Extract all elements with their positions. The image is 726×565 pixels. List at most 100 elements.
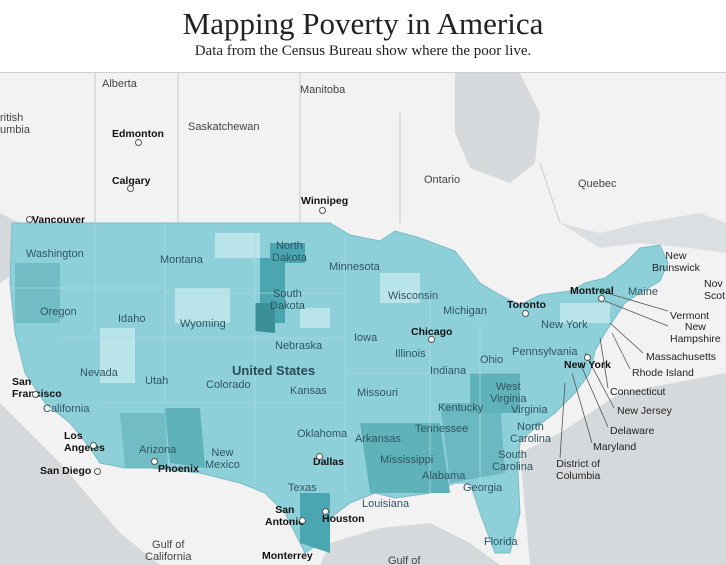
label-gulf-mexico: Gulf of bbox=[388, 555, 421, 565]
state-kentucky: Kentucky bbox=[438, 402, 484, 414]
state-south-dakota: South Dakota bbox=[270, 288, 305, 312]
state-colorado: Colorado bbox=[206, 379, 251, 391]
label-alberta: Alberta bbox=[102, 78, 137, 90]
dot-vancouver bbox=[26, 216, 33, 223]
state-oregon: Oregon bbox=[40, 306, 77, 318]
state-new-mexico: New Mexico bbox=[205, 447, 240, 471]
state-nebraska: Nebraska bbox=[275, 340, 323, 352]
label-ontario: Ontario bbox=[424, 174, 461, 186]
hudson-bay bbox=[455, 73, 540, 183]
state-missouri: Missouri bbox=[357, 387, 398, 399]
city-san-diego: San Diego bbox=[40, 465, 92, 477]
callout-vermont: Vermont bbox=[670, 310, 710, 322]
state-tennessee: Tennessee bbox=[415, 423, 469, 435]
city-winnipeg: Winnipeg bbox=[301, 195, 349, 207]
dot-san-francisco bbox=[32, 391, 39, 398]
state-california: California bbox=[43, 403, 90, 415]
state-georgia: Georgia bbox=[463, 482, 503, 494]
state-west-virginia: West Virginia bbox=[490, 381, 527, 405]
map-canvas[interactable] bbox=[0, 73, 726, 565]
label-united-states: United States bbox=[232, 363, 316, 378]
city-los-angeles: Los Angeles bbox=[64, 430, 105, 454]
callout-new-hampshire: New Hampshire bbox=[670, 321, 721, 345]
dot-new-york bbox=[584, 354, 591, 361]
label-gulf-california: Gulf of California bbox=[145, 539, 192, 563]
state-florida: Florida bbox=[484, 536, 518, 548]
city-new-york: New York bbox=[564, 359, 611, 371]
state-south-carolina: South Carolina bbox=[492, 449, 533, 473]
label-british-columbia: ritish umbia bbox=[0, 112, 30, 136]
callout-lines bbox=[559, 290, 669, 459]
callout-delaware: Delaware bbox=[610, 425, 655, 437]
city-san-antonio: San Antonio bbox=[265, 504, 305, 528]
city-monterrey: Monterrey bbox=[262, 550, 313, 562]
county-light-shading bbox=[100, 233, 610, 383]
city-phoenix: Phoenix bbox=[158, 463, 199, 475]
state-louisiana: Louisiana bbox=[362, 498, 410, 510]
state-montana: Montana bbox=[160, 254, 203, 266]
label-nova-scotia: Nov Scot bbox=[704, 278, 726, 302]
label-quebec: Quebec bbox=[578, 178, 617, 190]
state-michigan: Michigan bbox=[443, 305, 488, 317]
callout-rhode-island: Rhode Island bbox=[632, 367, 694, 379]
state-arkansas: Arkansas bbox=[355, 433, 401, 445]
city-montreal: Montreal bbox=[570, 285, 614, 297]
callout-new-jersey: New Jersey bbox=[617, 405, 672, 417]
state-arizona: Arizona bbox=[139, 444, 177, 456]
state-utah: Utah bbox=[145, 375, 169, 387]
dot-phoenix bbox=[151, 458, 158, 465]
dot-los-angeles bbox=[90, 442, 97, 449]
state-kansas: Kansas bbox=[290, 385, 327, 397]
state-indiana: Indiana bbox=[430, 365, 467, 377]
city-houston: Houston bbox=[322, 513, 365, 525]
city-calgary: Calgary bbox=[112, 175, 151, 187]
state-wisconsin: Wisconsin bbox=[388, 290, 439, 302]
state-ohio: Ohio bbox=[480, 354, 504, 366]
st-lawrence-water bbox=[560, 213, 726, 253]
state-minnesota: Minnesota bbox=[329, 261, 380, 273]
county-shading bbox=[15, 243, 520, 553]
city-vancouver: Vancouver bbox=[32, 214, 86, 226]
dot-san-diego bbox=[94, 468, 101, 475]
state-texas: Texas bbox=[288, 482, 317, 494]
dot-montreal bbox=[598, 295, 605, 302]
dot-chicago bbox=[428, 336, 435, 343]
dot-houston bbox=[322, 508, 329, 515]
callout-district-of-columbia: District of Columbia bbox=[556, 458, 601, 482]
state-iowa: Iowa bbox=[354, 332, 378, 344]
callout-connecticut: Connecticut bbox=[610, 386, 666, 398]
dot-toronto bbox=[522, 310, 529, 317]
label-saskatchewan: Saskatchewan bbox=[188, 121, 260, 133]
pacific-south bbox=[0, 403, 160, 565]
state-idaho: Idaho bbox=[118, 313, 146, 325]
state-washington: Washington bbox=[26, 248, 84, 260]
city-toronto: Toronto bbox=[507, 299, 546, 311]
poverty-map[interactable]: Alberta Manitoba Saskatchewan Ontario Qu… bbox=[0, 73, 726, 565]
gulf-of-mexico bbox=[320, 523, 500, 565]
state-nevada: Nevada bbox=[80, 367, 118, 379]
callout-maryland: Maryland bbox=[593, 441, 637, 453]
dot-edmonton bbox=[135, 139, 142, 146]
state-borders bbox=[10, 223, 520, 493]
label-manitoba: Manitoba bbox=[300, 84, 346, 96]
dot-san-antonio bbox=[299, 517, 306, 524]
state-maine: Maine bbox=[628, 286, 658, 298]
state-north-dakota: North Dakota bbox=[272, 240, 307, 264]
state-wyoming: Wyoming bbox=[180, 318, 226, 330]
city-edmonton: Edmonton bbox=[112, 128, 164, 140]
header: Mapping Poverty in America Data from the… bbox=[0, 0, 726, 73]
state-oklahoma: Oklahoma bbox=[297, 428, 348, 440]
dot-dallas bbox=[316, 453, 323, 460]
state-north-carolina: North Carolina bbox=[510, 421, 551, 445]
page-subtitle: Data from the Census Bureau show where t… bbox=[194, 43, 532, 59]
state-mississippi: Mississippi bbox=[380, 454, 434, 466]
dot-calgary bbox=[127, 185, 134, 192]
state-illinois: Illinois bbox=[395, 348, 426, 360]
label-new-brunswick: New Brunswick bbox=[652, 250, 700, 274]
state-new-york: New York bbox=[541, 319, 588, 331]
state-virginia: Virginia bbox=[511, 404, 548, 416]
callout-massachusetts: Massachusetts bbox=[646, 351, 717, 363]
dot-winnipeg bbox=[319, 207, 326, 214]
state-pennsylvania: Pennsylvania bbox=[512, 346, 578, 358]
state-alabama: Alabama bbox=[422, 470, 466, 482]
